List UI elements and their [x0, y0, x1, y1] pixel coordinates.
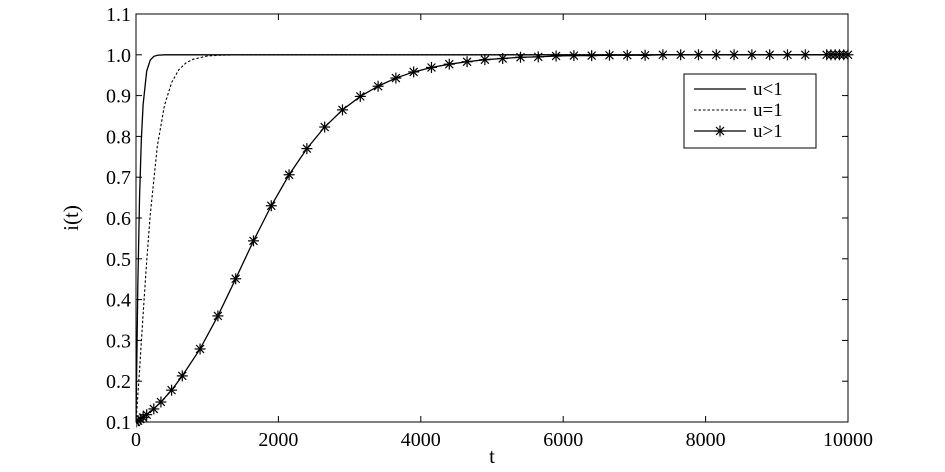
y-tick-label: 0.3	[106, 330, 131, 352]
series-point	[586, 50, 598, 62]
series-point	[372, 80, 384, 92]
y-tick-label: 0.2	[106, 371, 131, 393]
series-point	[141, 409, 153, 421]
series-point	[176, 370, 188, 382]
series-point	[148, 403, 160, 415]
legend-item: u<1	[694, 79, 783, 100]
series-point	[550, 50, 562, 62]
series-point	[710, 49, 722, 61]
x-axis-label: t	[489, 444, 495, 468]
y-tick-label: 1.0	[106, 45, 131, 67]
x-tick-label: 6000	[543, 429, 583, 451]
x-tick-label: 8000	[686, 429, 726, 451]
series-point	[212, 310, 224, 322]
x-tick-label: 10000	[823, 429, 873, 451]
series-point	[532, 51, 544, 63]
legend-marker	[714, 125, 726, 137]
legend-label: u<1	[753, 79, 783, 100]
y-tick-label: 0.6	[106, 208, 131, 230]
y-tick-label: 0.1	[106, 412, 131, 434]
legend-label: u=1	[753, 100, 783, 121]
legend-item: u=1	[694, 100, 783, 121]
x-tick-label: 2000	[258, 429, 298, 451]
series-point	[247, 235, 259, 247]
series-point	[230, 273, 242, 285]
legend: u<1u=1u>1	[683, 73, 817, 149]
axis-ticks: 0 2000 4000 6000 8000 10000 0.1 0.2 0.3 0.4 0.5 0.6…	[106, 4, 873, 451]
y-tick-label: 0.5	[106, 249, 131, 271]
series-point	[425, 61, 437, 73]
series-point	[155, 396, 167, 408]
series-point	[692, 49, 704, 61]
legend-label: u>1	[753, 121, 783, 142]
series-point	[166, 384, 178, 396]
legend-item: u>1	[694, 121, 783, 142]
series-point	[675, 49, 687, 61]
series-point	[390, 72, 402, 84]
series-point	[497, 52, 509, 64]
series-point	[603, 49, 615, 61]
series-point	[354, 90, 366, 102]
series-1	[136, 54, 848, 423]
series-point	[301, 143, 313, 155]
series-point	[443, 58, 455, 70]
y-tick-label: 0.9	[106, 86, 131, 108]
series-point	[657, 49, 669, 61]
series-point	[194, 343, 206, 355]
series-point	[283, 169, 295, 181]
series-line-2	[136, 54, 848, 423]
x-tick-label: 0	[131, 429, 141, 451]
series-point	[639, 49, 651, 61]
series-point	[514, 51, 526, 63]
series-point	[461, 56, 473, 68]
series-line-1	[136, 54, 848, 423]
series-point	[336, 104, 348, 116]
series-point	[319, 121, 331, 133]
y-tick-label: 0.7	[106, 167, 131, 189]
series-point	[764, 49, 776, 61]
series-point	[728, 49, 740, 61]
series-3	[136, 49, 854, 428]
y-tick-label: 0.8	[106, 126, 131, 148]
series-point	[621, 49, 633, 61]
series-point	[408, 66, 420, 78]
series-point	[479, 54, 491, 66]
series-group	[136, 49, 854, 428]
series-point	[781, 49, 793, 61]
series-point	[746, 49, 758, 61]
series-point	[799, 49, 811, 61]
x-tick-label: 4000	[401, 429, 441, 451]
legend-box	[683, 73, 817, 149]
series-point	[568, 50, 580, 62]
y-axis-label: i(t)	[59, 205, 83, 231]
series-point	[842, 49, 854, 61]
series-2	[136, 54, 848, 423]
y-tick-label: 0.4	[106, 290, 131, 312]
y-tick-label: 1.1	[106, 4, 131, 26]
series-point	[265, 200, 277, 212]
